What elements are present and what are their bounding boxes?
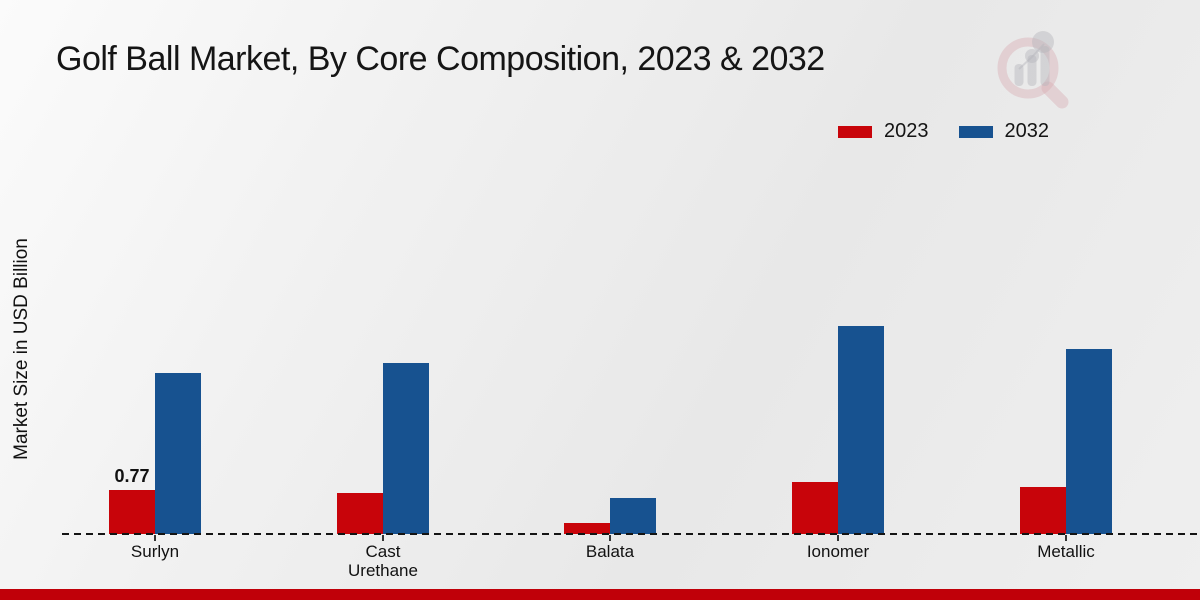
bar-metallic-2032 [1066, 349, 1112, 534]
legend-swatch-2023 [838, 125, 872, 138]
category-label: Surlyn [130, 542, 180, 561]
legend-swatch-2032 [958, 125, 993, 138]
bar-metallic-2023 [1020, 487, 1066, 534]
legend: 2023 2032 [838, 120, 1049, 143]
category-label: Balata [585, 542, 635, 561]
bar-surlyn-2032 [155, 373, 201, 534]
bar-value-label: 0.77 [114, 466, 150, 486]
category-label: Cast Urethane [348, 542, 418, 581]
axis-tick [382, 535, 384, 541]
bar-surlyn-2023 [109, 490, 155, 534]
axis-tick [837, 535, 839, 541]
magnifier-chart-logo-icon [997, 31, 1069, 109]
chart-title: Golf Ball Market, By Core Composition, 2… [56, 40, 825, 78]
legend-label-2032: 2032 [1004, 120, 1050, 142]
bar-ionomer-2032 [838, 326, 884, 534]
bar-balata-2032 [610, 498, 656, 534]
bar-balata-2023 [564, 523, 610, 534]
category-label: Ionomer [806, 542, 870, 561]
x-axis-baseline [62, 533, 1198, 535]
bar-ionomer-2023 [792, 482, 838, 534]
bar-cast-urethane-2032 [383, 363, 429, 534]
axis-tick [609, 535, 611, 541]
category-label: Metallic [1037, 542, 1095, 561]
bottom-accent-bar [0, 589, 1200, 600]
legend-label-2023: 2023 [884, 120, 929, 142]
axis-tick [154, 535, 156, 541]
axis-tick [1065, 535, 1067, 541]
bar-cast-urethane-2023 [337, 493, 383, 534]
